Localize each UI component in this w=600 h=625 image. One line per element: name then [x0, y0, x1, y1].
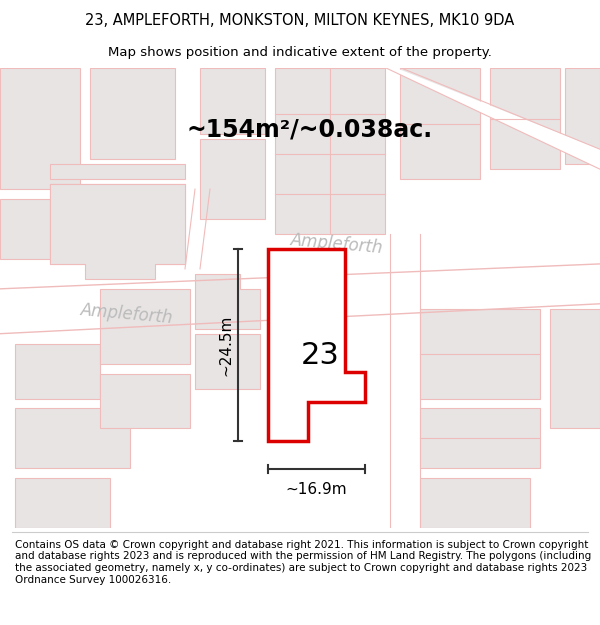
Polygon shape — [550, 309, 600, 428]
Text: ~16.9m: ~16.9m — [286, 482, 347, 497]
Polygon shape — [15, 478, 110, 528]
Polygon shape — [268, 249, 365, 441]
Polygon shape — [200, 68, 265, 134]
Polygon shape — [420, 478, 530, 528]
Polygon shape — [15, 409, 130, 468]
Polygon shape — [490, 68, 560, 169]
Polygon shape — [0, 199, 75, 259]
Polygon shape — [15, 344, 100, 399]
Text: ~24.5m: ~24.5m — [218, 314, 233, 376]
Text: Ampleforth: Ampleforth — [80, 301, 174, 327]
Text: Contains OS data © Crown copyright and database right 2021. This information is : Contains OS data © Crown copyright and d… — [15, 540, 591, 584]
Text: Map shows position and indicative extent of the property.: Map shows position and indicative extent… — [108, 46, 492, 59]
Polygon shape — [565, 68, 600, 164]
Polygon shape — [420, 409, 540, 468]
Text: 23: 23 — [301, 341, 340, 371]
Polygon shape — [0, 68, 80, 189]
Polygon shape — [420, 309, 540, 399]
Polygon shape — [100, 374, 190, 428]
Polygon shape — [400, 68, 480, 179]
Polygon shape — [385, 68, 600, 169]
Polygon shape — [50, 184, 185, 264]
Polygon shape — [200, 139, 265, 219]
Polygon shape — [195, 334, 260, 389]
Polygon shape — [185, 189, 200, 269]
Text: ~154m²/~0.038ac.: ~154m²/~0.038ac. — [187, 118, 433, 141]
Polygon shape — [50, 164, 185, 179]
Polygon shape — [275, 68, 385, 234]
Polygon shape — [390, 234, 420, 528]
Text: 23, AMPLEFORTH, MONKSTON, MILTON KEYNES, MK10 9DA: 23, AMPLEFORTH, MONKSTON, MILTON KEYNES,… — [85, 12, 515, 28]
Polygon shape — [50, 184, 185, 279]
Polygon shape — [195, 274, 260, 329]
Polygon shape — [0, 264, 600, 334]
Text: Ampleforth: Ampleforth — [290, 231, 384, 257]
Polygon shape — [100, 289, 190, 364]
Polygon shape — [90, 68, 175, 159]
